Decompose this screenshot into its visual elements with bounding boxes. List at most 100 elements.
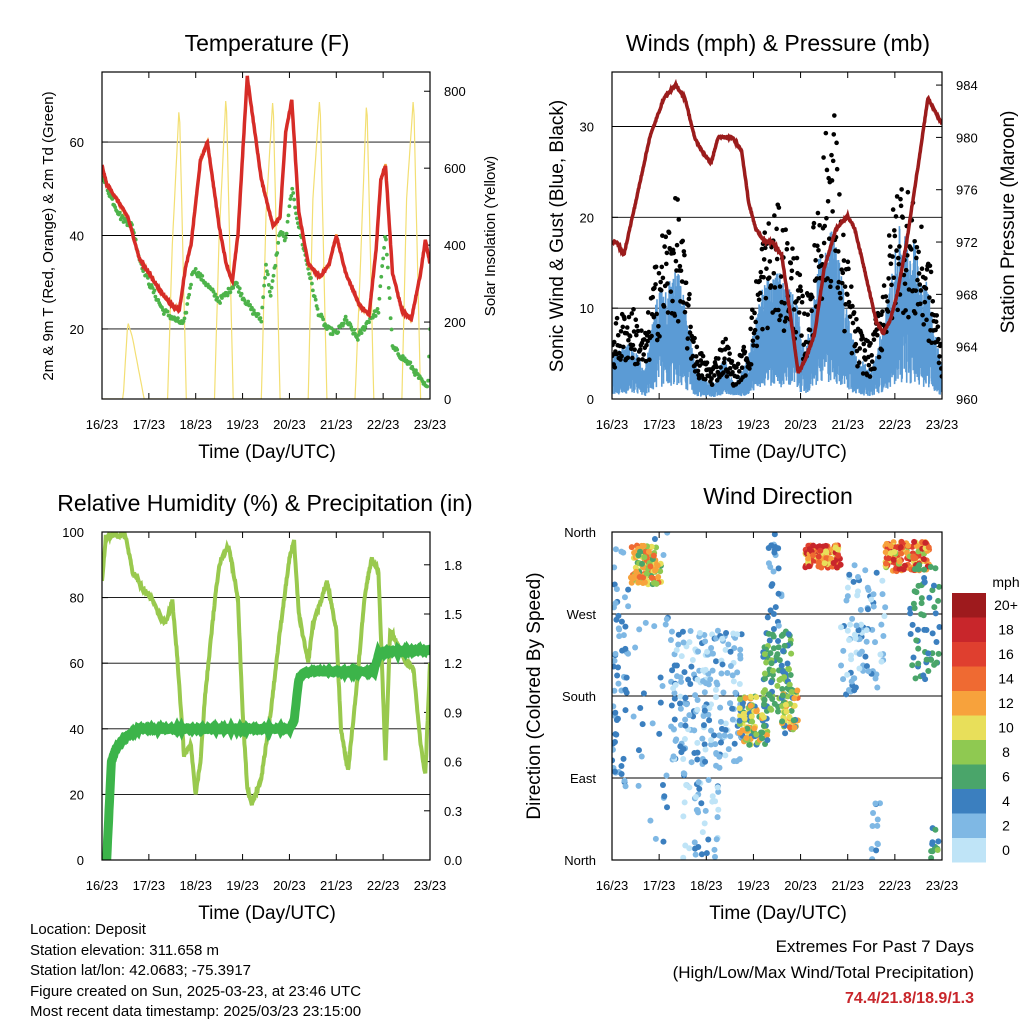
direction-point [898, 550, 905, 557]
direction-point [612, 657, 618, 664]
gust-point [664, 261, 669, 267]
direction-point [809, 552, 816, 559]
direction-point [696, 785, 703, 792]
direction-point [787, 672, 794, 679]
dir-xtick-label: 20/23 [784, 878, 817, 893]
dewpoint-point [384, 237, 388, 242]
direction-point [612, 740, 617, 747]
direction-point [840, 676, 847, 683]
extremes-subtitle: (High/Low/Max Wind/Total Precipitation) [672, 963, 974, 982]
direction-point [698, 800, 705, 807]
direction-point [843, 597, 850, 604]
direction-point [722, 726, 729, 733]
wind-xtick-label: 23/23 [926, 417, 959, 432]
gust-point [823, 130, 829, 136]
gust-point [866, 362, 872, 368]
dewpoint-point [310, 288, 315, 293]
dewpoint-point [389, 327, 394, 332]
direction-point [909, 662, 916, 669]
dewpoint-point [284, 231, 289, 236]
gust-point [900, 215, 906, 220]
dewpoint-point [373, 314, 378, 318]
gust-point [824, 167, 830, 173]
gust-point [657, 334, 662, 339]
direction-xlabel: Time (Day/UTC) [709, 903, 847, 924]
direction-point [625, 586, 632, 593]
gust-point [640, 357, 645, 362]
gust-point [703, 376, 708, 382]
gust-point [924, 267, 930, 272]
direction-point [870, 810, 877, 817]
direction-point [778, 632, 785, 639]
direction-point [701, 689, 708, 696]
direction-point [612, 703, 617, 710]
gust-point [799, 333, 804, 338]
direction-point [764, 614, 771, 621]
temp-y2tick-label: 400 [444, 238, 466, 253]
direction-point [612, 650, 619, 657]
direction-point [711, 846, 718, 853]
gust-point [686, 296, 692, 302]
gust-point [918, 301, 923, 307]
direction-point [915, 660, 922, 667]
gust-point [782, 319, 788, 324]
direction-point [736, 729, 743, 736]
direction-point [668, 723, 675, 730]
gust-point [631, 307, 636, 312]
gust-point [727, 365, 733, 371]
direction-point [885, 555, 892, 562]
direction-point [694, 676, 701, 683]
direction-point [791, 695, 798, 702]
direction-point [691, 839, 698, 846]
gust-point [897, 244, 902, 249]
direction-point [736, 681, 743, 688]
wind-y2tick-label: 984 [956, 78, 978, 93]
direction-point [679, 628, 686, 635]
direction-point [933, 659, 940, 666]
direction-point [647, 563, 654, 570]
dewpoint-point [242, 298, 247, 302]
temp-ytick-label: 40 [70, 229, 84, 244]
direction-point [625, 603, 632, 610]
direction-point [612, 546, 619, 553]
gust-point [629, 311, 635, 316]
direction-point [618, 548, 625, 555]
temp-xtick-label: 22/23 [367, 417, 400, 432]
dewpoint-point [307, 271, 312, 276]
gust-point [796, 310, 802, 315]
wind-y2tick-label: 972 [956, 235, 978, 250]
dir-xtick-label: 21/23 [831, 878, 864, 893]
gust-point [817, 222, 822, 228]
direction-point [874, 840, 881, 847]
dewpoint-point [226, 286, 231, 291]
direction-point [620, 755, 627, 762]
direction-point [677, 700, 684, 707]
gust-point [785, 241, 790, 246]
gust-point [656, 324, 661, 329]
legend-label: 14 [998, 671, 1014, 687]
gust-point [763, 295, 769, 301]
humidity-xlabel: Time (Day/UTC) [198, 903, 336, 924]
dewpoint-point [355, 338, 360, 342]
gust-point [675, 197, 680, 202]
direction-point [766, 692, 773, 699]
direction-point [612, 757, 616, 764]
gust-point [757, 278, 762, 284]
gust-point [903, 308, 908, 313]
rh-xtick-label: 20/23 [273, 878, 306, 893]
gust-point [789, 275, 794, 281]
temperature-title: Temperature (F) [185, 30, 350, 56]
dewpoint-point [267, 289, 272, 294]
gust-point [712, 373, 717, 378]
dewpoint-point [237, 286, 242, 291]
direction-point [686, 639, 693, 646]
direction-point [925, 650, 932, 657]
direction-point [612, 709, 619, 716]
dewpoint-point [110, 197, 115, 201]
gust-point [763, 245, 768, 251]
temperature-panel: Temperature (F) Time (Day/UTC) 2m & 9m T… [40, 30, 499, 463]
direction-point [623, 689, 630, 696]
direction-point [761, 696, 768, 703]
direction-point [869, 823, 876, 830]
dewpoint-point [382, 245, 386, 250]
